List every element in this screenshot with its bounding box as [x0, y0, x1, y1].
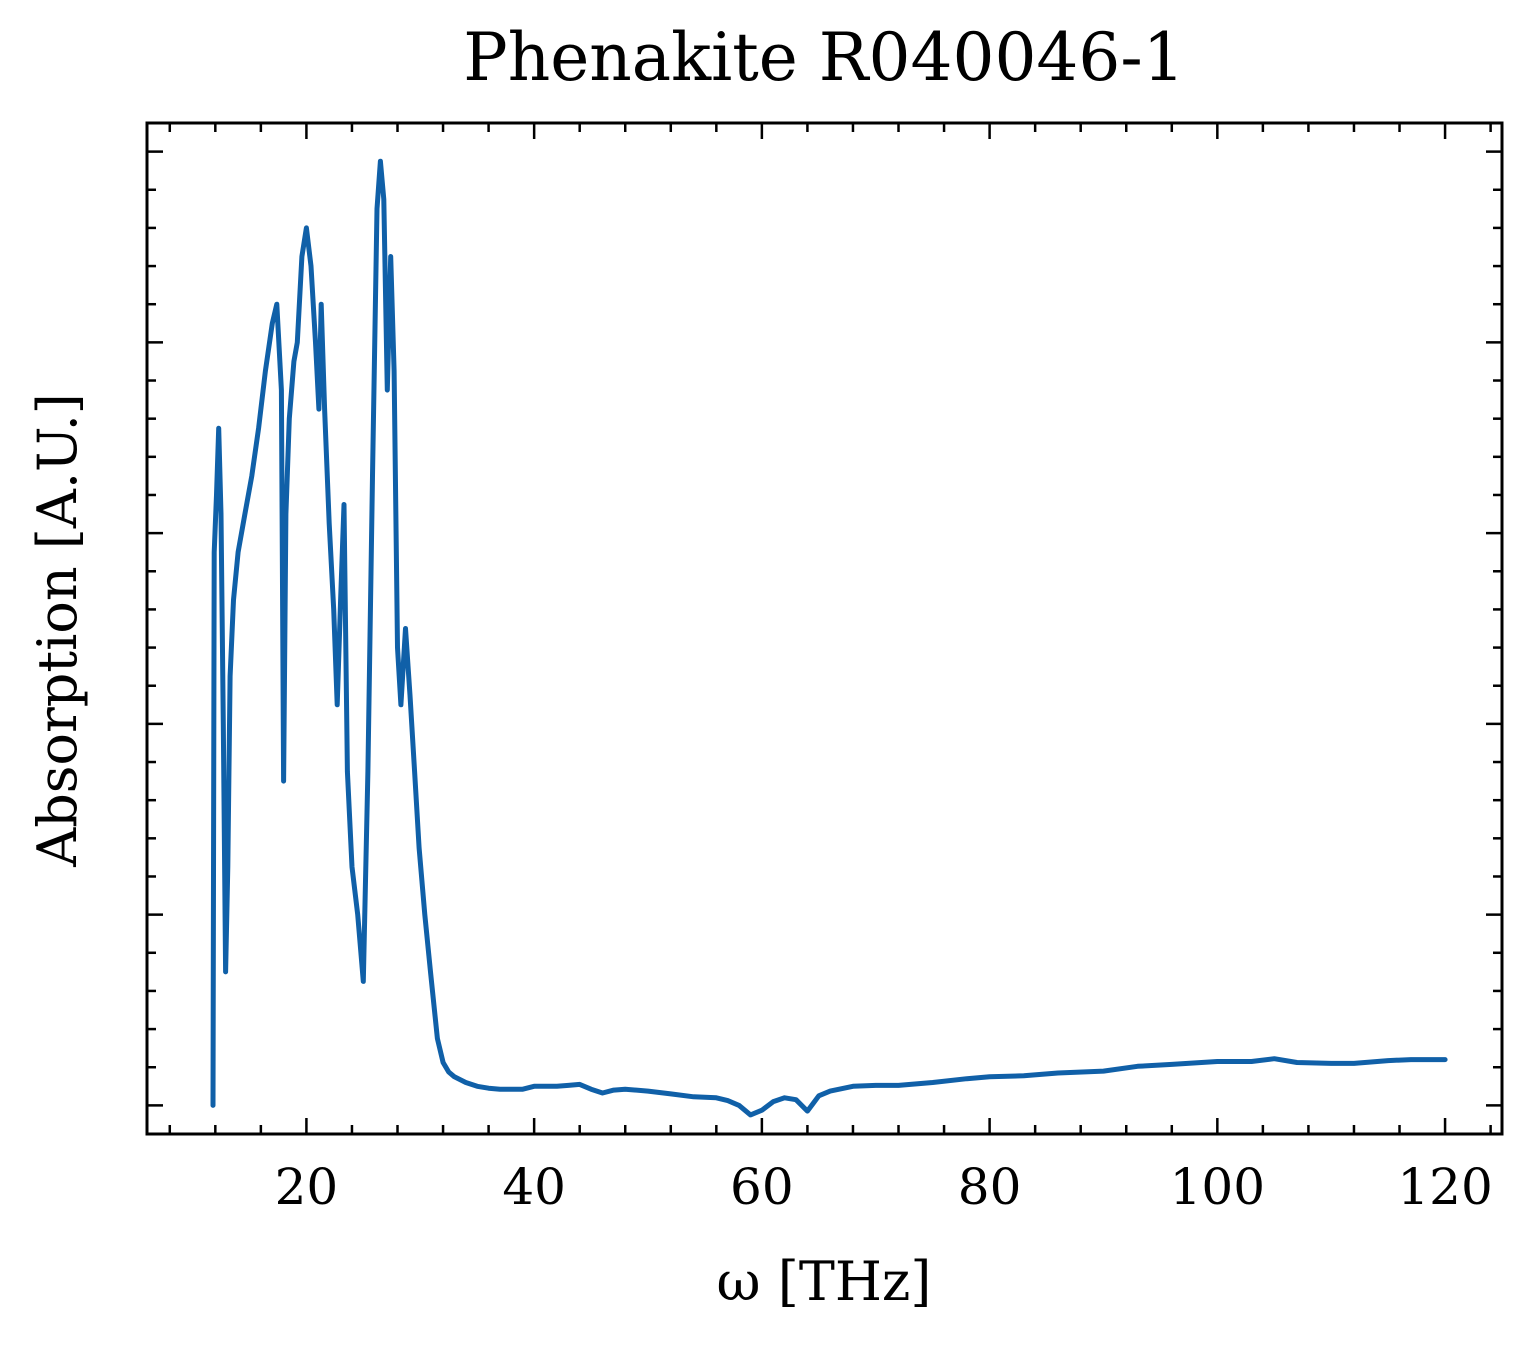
x-tick-label: 60	[730, 1158, 794, 1216]
x-tick-label: 80	[958, 1158, 1022, 1216]
x-tick-label: 100	[1170, 1158, 1265, 1216]
y-axis-ticks	[147, 150, 1502, 1107]
x-tick-label: 120	[1397, 1158, 1492, 1216]
x-axis-tick-labels: 20 40 60 80 100 120	[275, 1158, 1493, 1216]
x-tick-label: 20	[275, 1158, 339, 1216]
absorption-series-line	[210, 158, 1448, 1118]
x-axis-label: ω [THz]	[717, 1250, 932, 1313]
x-tick-label: 40	[502, 1158, 566, 1216]
y-axis-label: Absorption [A.U.]	[26, 393, 89, 868]
plot-area-frame	[145, 121, 1504, 1136]
chart-title: Phenakite R040046-1	[463, 19, 1184, 96]
